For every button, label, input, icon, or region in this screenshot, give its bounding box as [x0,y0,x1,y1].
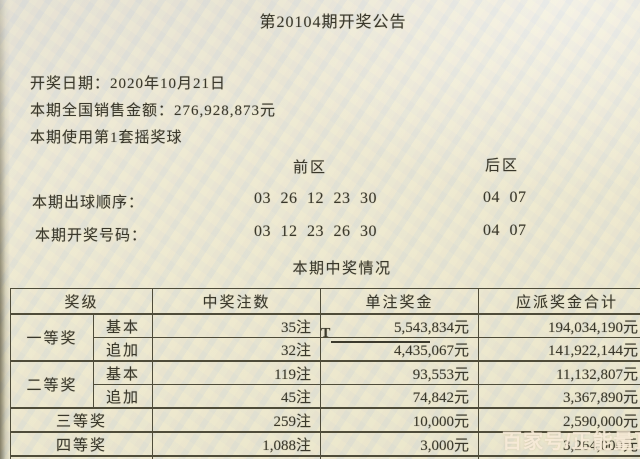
total-prize-cell: 141,922,144元 [478,337,640,362]
count-cell: 35注 [152,313,322,338]
ball-set-line: 本期使用第1套摇奖球 [30,130,183,146]
prize-sub-cell: 追加 [92,337,154,362]
ball-order-front-numbers: 03 26 12 23 30 [254,190,377,207]
ball-order-label: 本期出球顺序： [32,195,145,211]
prize-row-fourth: 四等奖 1,088注 3,000元 3,264,000元 [9,431,640,457]
prize-sub-cell: 追加 [92,384,154,409]
count-header: 中奖注数 [152,288,322,315]
prize-level-cell: 二等奖 [10,360,94,409]
prize-row-second-basic: 二等奖 基本 119注 93,553元 11,132,807元 [10,360,640,409]
count-cell: 1,088注 [152,431,322,457]
draw-date-line: 开奖日期：2020年10月21日 [30,76,227,92]
prize-row-third: 三等奖 259注 10,000元 2,590,000元 [9,407,640,433]
page-title: 第20104期开奖公告 [0,8,640,32]
count-cell: 119注 [152,360,322,385]
sales-amount-line: 本期全国销售金额：276,928,873元 [30,103,277,119]
single-prize-cell: 74,842元 [320,384,480,409]
prize-row-second-extra: 追加 45注 74,842元 3,367,890元 [11,384,640,409]
single-prize-cell: 10,000元 [320,407,480,433]
front-zone-label: 前区 [292,160,327,176]
winning-numbers-label: 本期开奖号码： [35,228,148,244]
single-prize-header: 单注奖金 [320,288,480,315]
single-prize-cell: 3,000元 [320,431,480,457]
total-prize-header: 应派奖金合计 [478,288,640,315]
total-prize-cell: 4,103,100元 [478,455,640,459]
text-cursor-artifact: T [321,326,331,341]
total-prize-cell: 2,590,000元 [478,407,640,433]
single-prize-cell: 93,553元 [320,360,480,385]
single-prize-cell: 5,543,834元 [320,313,480,338]
prize-table-header-row: 奖级 中奖注数 单注奖金 应派奖金合计 [9,288,640,315]
total-prize-cell: 3,367,890元 [478,384,640,409]
total-prize-cell: 194,034,190元 [478,313,640,338]
count-cell: 32注 [152,337,322,362]
prize-level-cell: 五等奖 [9,455,154,459]
prize-row-first-extra: 追加 32注 4,435,067元 141,922,144元 [11,337,640,362]
prize-sub-cell: 基本 [92,313,154,338]
left-edge-shadow [0,0,10,459]
prize-level-cell: 四等奖 [9,431,154,457]
count-cell: 45注 [152,384,322,409]
prize-section-title-text: 本期中奖情况 [292,261,392,277]
winning-back-numbers: 04 07 [483,222,527,239]
prize-table: 奖级 中奖注数 单注奖金 应派奖金合计 一等奖 基本 35注 5,543,834… [9,288,640,459]
count-cell: 259注 [152,407,322,433]
baijiahao-watermark: 百家号/正能量顶1 [502,431,640,453]
level-header: 奖级 [9,288,154,315]
page-title-text: 第20104期开奖公告 [259,14,407,31]
winning-front-numbers: 03 12 23 26 30 [254,223,377,240]
prize-level-cell: 一等奖 [10,313,94,362]
prize-level-cell: 三等奖 [9,407,154,433]
total-prize-cell: 11,132,807元 [478,360,640,385]
back-zone-label: 后区 [484,158,519,174]
ball-order-back-numbers: 04 07 [483,189,527,206]
cursor-underline-artifact [331,341,430,343]
prize-row-first-basic: 一等奖 基本 35注 5,543,834元 194,034,190元 [10,313,640,362]
prize-section-title: 本期中奖情况 [0,257,640,278]
prize-row-fifth: 五等奖 13,677注 300元 4,103,100元 [9,455,640,459]
prize-sub-cell: 基本 [92,360,154,385]
